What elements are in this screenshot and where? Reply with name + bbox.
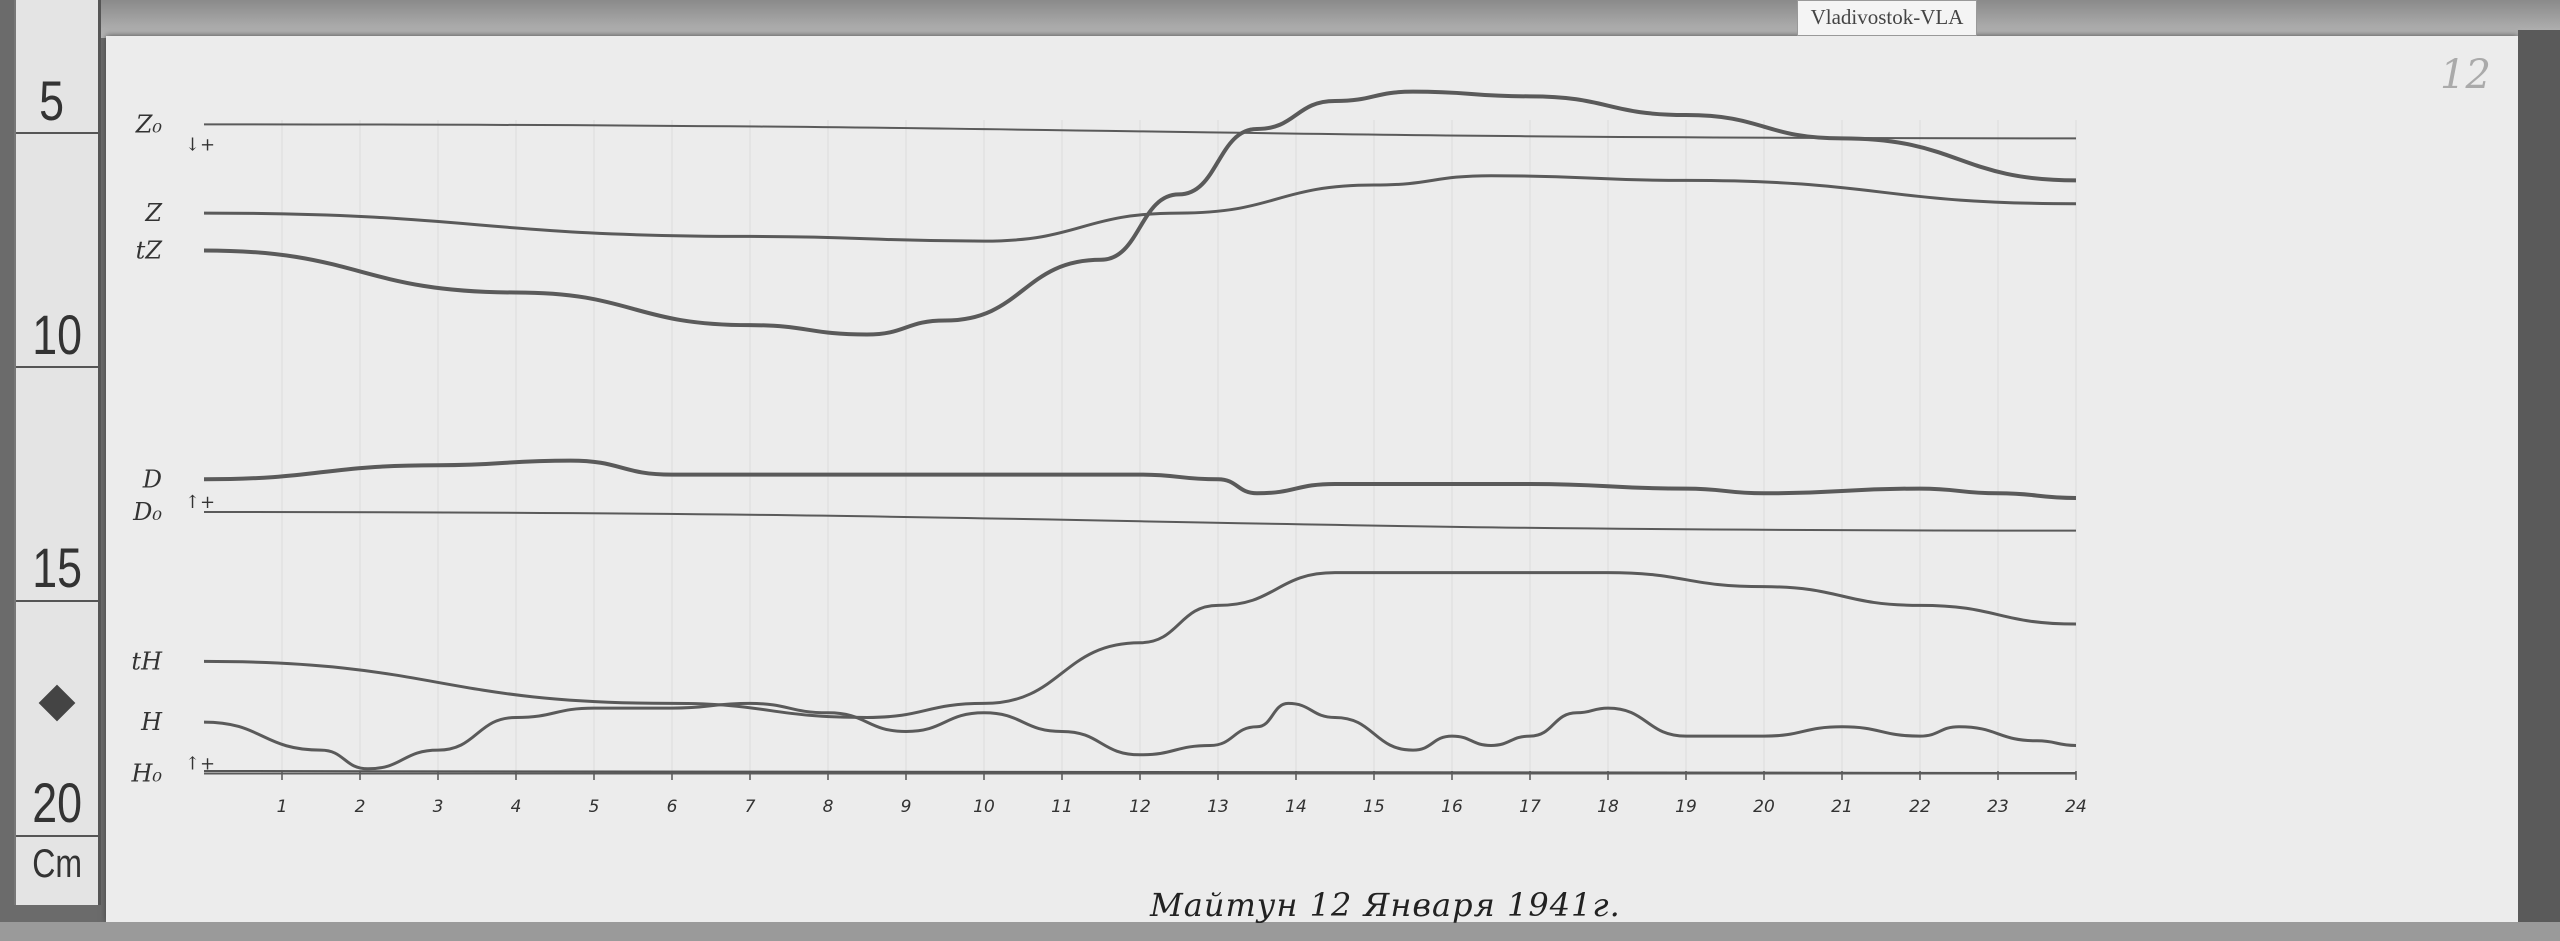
time-tick-label: 5	[589, 797, 600, 817]
ruler-label: 15	[32, 536, 83, 599]
trace-label: tZ	[136, 236, 164, 264]
time-tick-label: 4	[511, 797, 522, 817]
trace-h	[203, 701, 2077, 771]
ruler-tick	[16, 835, 98, 837]
trace-label: H₀	[130, 759, 162, 787]
time-tick-label: 2	[355, 797, 366, 817]
trace-z0	[203, 123, 2077, 140]
ruler-label: 20	[32, 771, 83, 834]
trace-z	[203, 174, 2077, 243]
time-tick-label: 13	[1207, 797, 1229, 817]
time-tick-label: 1	[277, 797, 288, 817]
time-tick-label: 23	[1987, 797, 2009, 817]
time-tick-label: 10	[973, 797, 995, 817]
time-tick-label: 8	[823, 797, 834, 817]
trace-tz	[203, 89, 2077, 337]
trace-label: H	[140, 708, 163, 736]
trace-sign: ↓+	[185, 134, 215, 155]
time-tick-label: 7	[745, 797, 756, 817]
trace-label: D	[142, 465, 162, 493]
time-tick-label: 6	[667, 797, 678, 817]
time-tick-label: 12	[1129, 797, 1151, 817]
ruler-unit: Cm	[32, 842, 82, 886]
trace-d0	[203, 510, 2077, 532]
time-tick-label: 24	[2065, 797, 2087, 817]
time-tick-label: 15	[1363, 797, 1385, 817]
ruler-label: 5	[39, 69, 65, 132]
trace-label: Z	[144, 199, 163, 227]
time-tick-label: 18	[1597, 797, 1619, 817]
scan-top-strip	[95, 0, 2560, 38]
trace-label: tH	[131, 647, 163, 675]
time-tick-label: 9	[901, 797, 912, 817]
ruler-tick	[16, 366, 98, 368]
station-label: Vladivostok-VLA	[1797, 0, 1977, 36]
cm-ruler: 5 10 15 20 Cm	[14, 0, 101, 905]
ruler-tick	[16, 132, 98, 134]
trace-label: Z₀	[135, 110, 163, 138]
time-tick-label: 16	[1441, 797, 1463, 817]
time-tick-label: 14	[1285, 797, 1307, 817]
time-tick-label: 21	[1831, 797, 1853, 817]
ruler-tick	[16, 600, 98, 602]
page-number: 12	[2440, 52, 2491, 98]
time-tick-label: 22	[1909, 797, 1931, 817]
time-tick-label: 11	[1051, 797, 1073, 817]
scan-right-edge	[2518, 30, 2560, 941]
time-tick-label: 3	[433, 797, 444, 817]
trace-sign: ↑+	[185, 753, 215, 774]
time-tick-label: 17	[1519, 797, 1541, 817]
trace-sign: ↑+	[185, 492, 215, 513]
chart-caption: Майтун 12 Января 1941г.	[1150, 886, 1621, 924]
time-tick-label: 20	[1753, 797, 1775, 817]
trace-d	[203, 458, 2077, 500]
time-tick-label: 19	[1675, 797, 1697, 817]
ruler-label: 10	[32, 303, 83, 366]
scan-bottom-strip	[0, 922, 2560, 941]
trace-label: D₀	[132, 498, 162, 526]
